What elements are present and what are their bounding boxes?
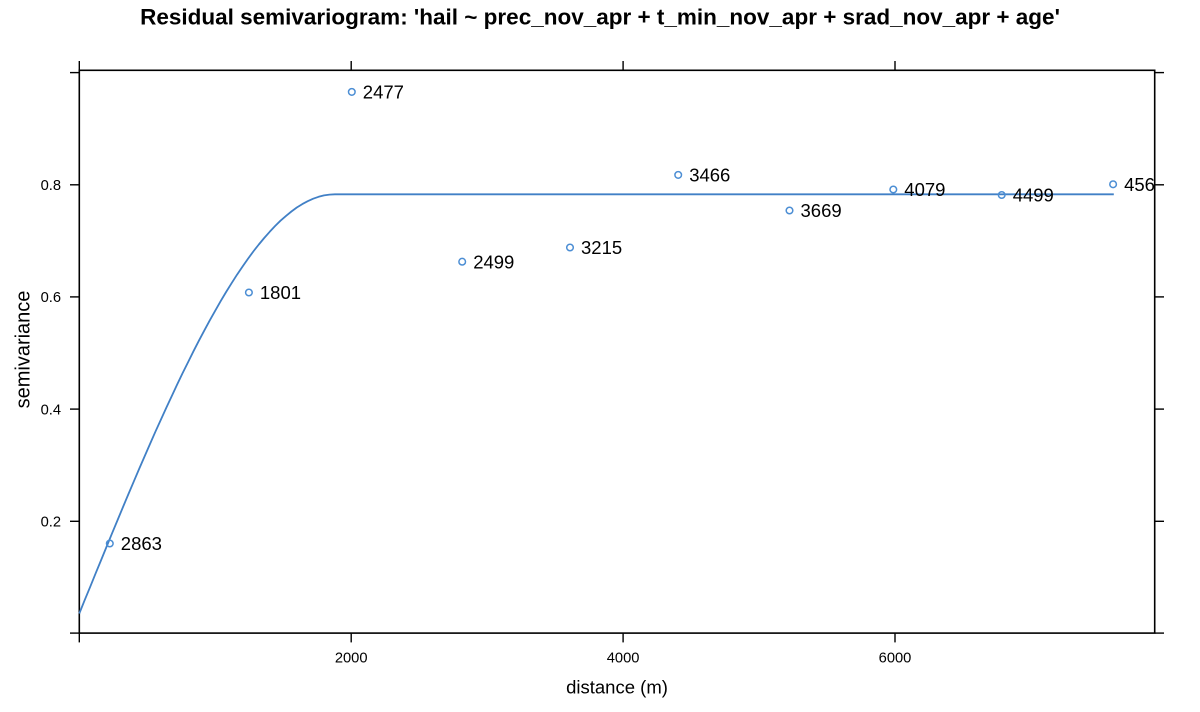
svg-text:0.8: 0.8 <box>41 178 61 194</box>
svg-text:6000: 6000 <box>879 650 912 666</box>
svg-text:distance (m): distance (m) <box>566 677 668 698</box>
svg-text:1801: 1801 <box>260 282 301 303</box>
svg-text:2499: 2499 <box>473 251 514 272</box>
svg-text:0.2: 0.2 <box>41 515 61 531</box>
svg-text:3466: 3466 <box>689 165 730 186</box>
svg-text:semivariance: semivariance <box>12 291 34 409</box>
svg-text:4079: 4079 <box>904 179 945 200</box>
svg-text:0.6: 0.6 <box>41 290 61 306</box>
svg-text:2477: 2477 <box>363 82 404 103</box>
svg-text:2000: 2000 <box>335 650 368 666</box>
svg-text:4000: 4000 <box>607 650 640 666</box>
svg-text:456: 456 <box>1124 174 1155 195</box>
svg-text:2863: 2863 <box>121 533 162 554</box>
svg-text:4499: 4499 <box>1013 185 1054 206</box>
svg-text:3215: 3215 <box>581 237 622 258</box>
svg-text:3669: 3669 <box>801 200 842 221</box>
svg-text:Residual semivariogram: 'hail: Residual semivariogram: 'hail ~ prec_nov… <box>140 5 1060 30</box>
svg-text:0.4: 0.4 <box>41 402 61 418</box>
